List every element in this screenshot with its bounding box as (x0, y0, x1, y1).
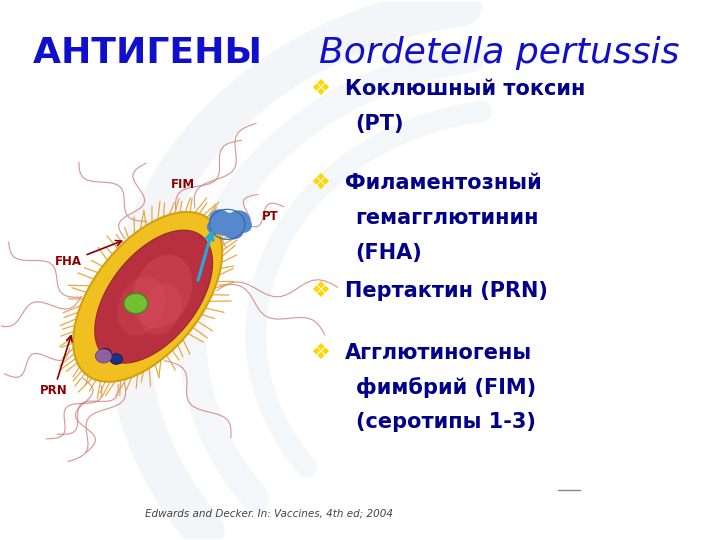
Circle shape (223, 222, 244, 239)
Text: (FHA): (FHA) (356, 243, 423, 263)
Text: Пертактин (PRN): Пертактин (PRN) (345, 281, 548, 301)
Ellipse shape (140, 284, 182, 335)
Text: Филаментозный: Филаментозный (345, 173, 541, 193)
Text: ❖: ❖ (310, 79, 330, 99)
Text: фимбрий (FIM): фимбрий (FIM) (356, 377, 536, 399)
Text: FIM: FIM (171, 178, 194, 191)
Text: (серотипы 1-3): (серотипы 1-3) (356, 413, 536, 433)
Circle shape (110, 354, 122, 364)
Text: гемагглютинин: гемагглютинин (356, 208, 539, 228)
Text: ❖: ❖ (310, 342, 330, 362)
Circle shape (228, 211, 250, 229)
Ellipse shape (95, 230, 212, 363)
Text: Коклюшный токсин: Коклюшный токсин (345, 79, 585, 99)
Circle shape (213, 213, 241, 236)
Text: АНТИГЕНЫ: АНТИГЕНЫ (33, 36, 275, 70)
Text: PT: PT (262, 210, 279, 223)
Circle shape (210, 210, 230, 226)
Ellipse shape (124, 293, 148, 314)
Ellipse shape (117, 276, 166, 336)
Text: PRN: PRN (40, 336, 72, 397)
Circle shape (234, 218, 252, 233)
Text: ❖: ❖ (310, 281, 330, 301)
Text: ❖: ❖ (310, 173, 330, 193)
Ellipse shape (132, 255, 192, 328)
Circle shape (207, 219, 225, 234)
Text: (РТ): (РТ) (356, 114, 404, 134)
Text: Edwards and Decker. In: Vaccines, 4th ed; 2004: Edwards and Decker. In: Vaccines, 4th ed… (145, 508, 392, 518)
Circle shape (95, 349, 112, 363)
Text: FHA: FHA (55, 240, 122, 268)
Text: Агглютиногены: Агглютиногены (345, 342, 532, 362)
Ellipse shape (73, 212, 222, 382)
Text: Bordetella pertussis: Bordetella pertussis (319, 36, 680, 70)
Circle shape (99, 348, 112, 359)
